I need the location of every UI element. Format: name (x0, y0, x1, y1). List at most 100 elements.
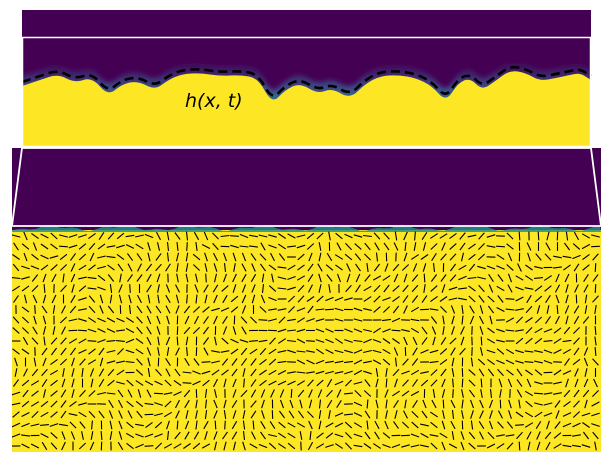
director-segment (116, 329, 125, 332)
director-segment (97, 255, 106, 259)
director-segment (507, 284, 513, 293)
director-segment (50, 243, 58, 250)
director-segment (297, 264, 305, 271)
director-segment (478, 368, 485, 377)
director-segment (41, 305, 48, 314)
director-segment (373, 284, 381, 293)
director-segment (137, 294, 142, 304)
director-segment (268, 308, 277, 311)
director-segment (249, 443, 258, 449)
director-segment (449, 274, 457, 282)
director-segment (146, 284, 152, 293)
director-segment (460, 252, 465, 262)
director-segment (242, 441, 246, 451)
director-segment (316, 432, 324, 439)
director-segment (572, 243, 581, 250)
director-segment (212, 284, 219, 293)
director-segment (23, 231, 28, 241)
director-segment (354, 253, 362, 261)
director-segment (384, 420, 389, 430)
director-segment (486, 245, 496, 248)
director-segment (401, 370, 410, 375)
director-segment (346, 263, 351, 272)
director-segment (411, 284, 419, 293)
director-segment (223, 378, 227, 388)
director-segment (186, 347, 188, 356)
director-segment (117, 389, 124, 398)
director-segment (70, 273, 76, 283)
director-segment (118, 420, 123, 430)
director-segment (515, 349, 524, 354)
director-segment (430, 285, 438, 292)
director-segment (480, 378, 483, 388)
director-segment (61, 326, 66, 335)
director-segment (144, 380, 154, 386)
director-segment (239, 339, 249, 343)
director-segment (241, 263, 247, 272)
director-segment (119, 273, 122, 283)
director-segment (543, 359, 553, 365)
director-segment (223, 410, 227, 419)
director-segment (88, 295, 96, 303)
director-segment (461, 305, 464, 314)
director-segment (555, 315, 560, 325)
director-segment (374, 420, 380, 430)
director-segment (33, 357, 37, 367)
director-segment (221, 369, 229, 376)
director-segment (355, 273, 361, 283)
full-view-interface (12, 224, 601, 232)
director-segment (516, 368, 523, 377)
director-segment (325, 308, 334, 311)
director-segment (201, 361, 211, 363)
director-segment (534, 285, 543, 292)
director-segment (382, 318, 391, 322)
director-segment (250, 358, 257, 366)
director-segment (344, 233, 353, 239)
director-segment (573, 263, 580, 272)
director-segment (69, 305, 77, 314)
director-segment (565, 315, 569, 325)
director-segment (174, 232, 181, 240)
director-segment (545, 295, 551, 303)
director-segment (175, 347, 180, 356)
director-segment (268, 358, 277, 366)
director-segment (211, 307, 220, 312)
director-segment (250, 389, 257, 398)
director-segment (61, 431, 66, 440)
director-segment (297, 410, 305, 419)
director-segment (277, 380, 287, 386)
director-segment (78, 338, 87, 344)
director-segment (402, 284, 409, 293)
director-segment (297, 284, 305, 293)
director-segment (163, 443, 173, 449)
director-segment (154, 442, 163, 450)
director-segment (410, 306, 420, 313)
director-segment (468, 263, 476, 272)
director-segment (60, 389, 67, 398)
director-segment (117, 263, 124, 272)
director-segment (183, 389, 191, 398)
director-segment (116, 340, 125, 342)
director-segment (250, 400, 257, 408)
director-segment (21, 443, 30, 449)
director-segment (394, 357, 398, 367)
director-segment (106, 328, 116, 333)
director-segment (277, 308, 287, 311)
director-segment (278, 432, 286, 439)
director-segment (21, 400, 30, 408)
director-segment (147, 368, 151, 377)
director-segment (545, 242, 551, 251)
director-segment (336, 273, 342, 283)
director-segment (154, 412, 163, 417)
director-segment (201, 443, 211, 449)
director-segment (69, 421, 77, 429)
director-segment (554, 400, 561, 408)
director-segment (442, 326, 445, 335)
director-segment (525, 327, 533, 334)
zoom-panel: h(x, t) (21, 10, 592, 148)
director-segment (496, 307, 505, 312)
director-segment (277, 266, 287, 269)
director-segment (410, 390, 420, 397)
director-segment (374, 242, 380, 251)
director-segment (50, 264, 58, 271)
